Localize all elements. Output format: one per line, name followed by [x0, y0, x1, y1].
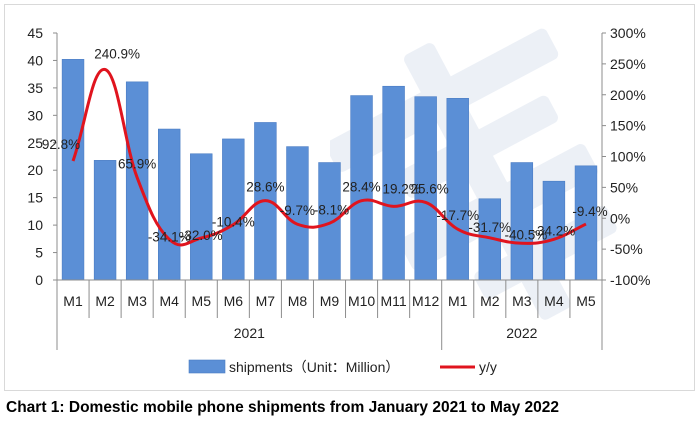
category-label: M1 — [63, 293, 83, 309]
category-label: M3 — [127, 293, 147, 309]
right-axis-tick-label: 50% — [610, 179, 638, 195]
category-label: M5 — [192, 293, 212, 309]
category-label: M10 — [348, 293, 375, 309]
combo-chart: 0 5 10 15 20 25 30 35 40 45 -100% -50% 0% 50% 100% 150%… — [27, 25, 650, 375]
category-label: M3 — [512, 293, 532, 309]
left-axis-tick-label: 10 — [27, 217, 43, 233]
right-axis-tick-label: 250% — [610, 56, 646, 72]
shipment-bar — [93, 160, 117, 281]
year-group-label: 2021 — [234, 325, 265, 341]
left-axis-tick-label: 0 — [35, 272, 43, 288]
yoy-data-label: 240.9% — [94, 46, 140, 61]
left-axis-tick-label: 15 — [27, 190, 43, 206]
yoy-data-label: -8.1% — [314, 202, 349, 217]
left-axis-tick-label: 5 — [35, 245, 43, 261]
right-axis-tick-label: 150% — [610, 118, 646, 134]
yoy-data-label: 28.4% — [342, 180, 380, 195]
yoy-data-label: -9.7% — [280, 203, 315, 218]
right-axis-tick-label: -100% — [610, 272, 650, 288]
shipment-bar — [446, 98, 469, 281]
left-axis-tick-label: 35 — [27, 80, 43, 96]
right-axis-tick-label: 200% — [610, 87, 646, 103]
yoy-data-label: -17.7% — [436, 208, 479, 223]
left-axis-tick-label: 40 — [27, 52, 43, 68]
shipment-bar — [318, 162, 341, 281]
category-label: M4 — [159, 293, 179, 309]
yoy-line — [71, 67, 587, 247]
category-label: M2 — [480, 293, 500, 309]
shipment-bar — [574, 165, 598, 281]
yoy-data-label: -9.4% — [572, 204, 607, 219]
right-axis-tick-label: 100% — [610, 149, 646, 165]
yoy-data-label: -10.4% — [212, 215, 255, 230]
category-label: M1 — [448, 293, 468, 309]
category-label: M8 — [288, 293, 308, 309]
yoy-data-label: 19.2% — [382, 181, 420, 196]
yoy-data-label: -34.2% — [533, 223, 576, 238]
chart-caption: Chart 1: Domestic mobile phone shipments… — [6, 399, 559, 416]
left-axis-tick-label: 20 — [27, 162, 43, 178]
yoy-data-label: -31.7% — [468, 220, 511, 235]
yoy-data-label: 65.9% — [118, 157, 156, 172]
category-label: M9 — [320, 293, 340, 309]
left-axis-tick-label: 25 — [27, 135, 43, 151]
yoy-data-label: 28.6% — [246, 180, 284, 195]
category-label: M11 — [381, 293, 407, 309]
chart-frame — [4, 4, 695, 391]
category-label: M5 — [576, 293, 596, 309]
legend-bar-label: shipments（Unit：Million） — [229, 359, 399, 375]
category-label: M7 — [256, 293, 276, 309]
shipment-bar — [222, 138, 245, 281]
category-label: M2 — [95, 293, 115, 309]
yoy-data-label: -32.0% — [180, 228, 223, 243]
left-axis-tick-label: 45 — [27, 25, 43, 41]
shipment-bar — [158, 128, 181, 281]
shipment-bar — [190, 153, 213, 281]
right-axis-tick-label: 300% — [610, 25, 646, 41]
right-axis-tick-label: 0% — [610, 210, 630, 226]
yoy-data-label: 92.8% — [42, 137, 80, 152]
year-group-label: 2022 — [506, 325, 537, 341]
category-label: M4 — [544, 293, 564, 309]
yoy-data-label: 25.6% — [411, 181, 449, 196]
category-label: M6 — [224, 293, 244, 309]
shipment-bar — [61, 59, 85, 281]
legend-bar-swatch — [188, 359, 226, 374]
left-axis-tick-label: 30 — [27, 107, 43, 123]
right-axis-tick-label: -50% — [610, 241, 643, 257]
category-label: M12 — [412, 293, 439, 309]
legend-line-label: y/y — [479, 359, 497, 375]
yoy-data-label: -34.1% — [148, 229, 191, 244]
yoy-data-label: -40.5% — [504, 227, 547, 242]
shipment-bar — [510, 162, 534, 281]
